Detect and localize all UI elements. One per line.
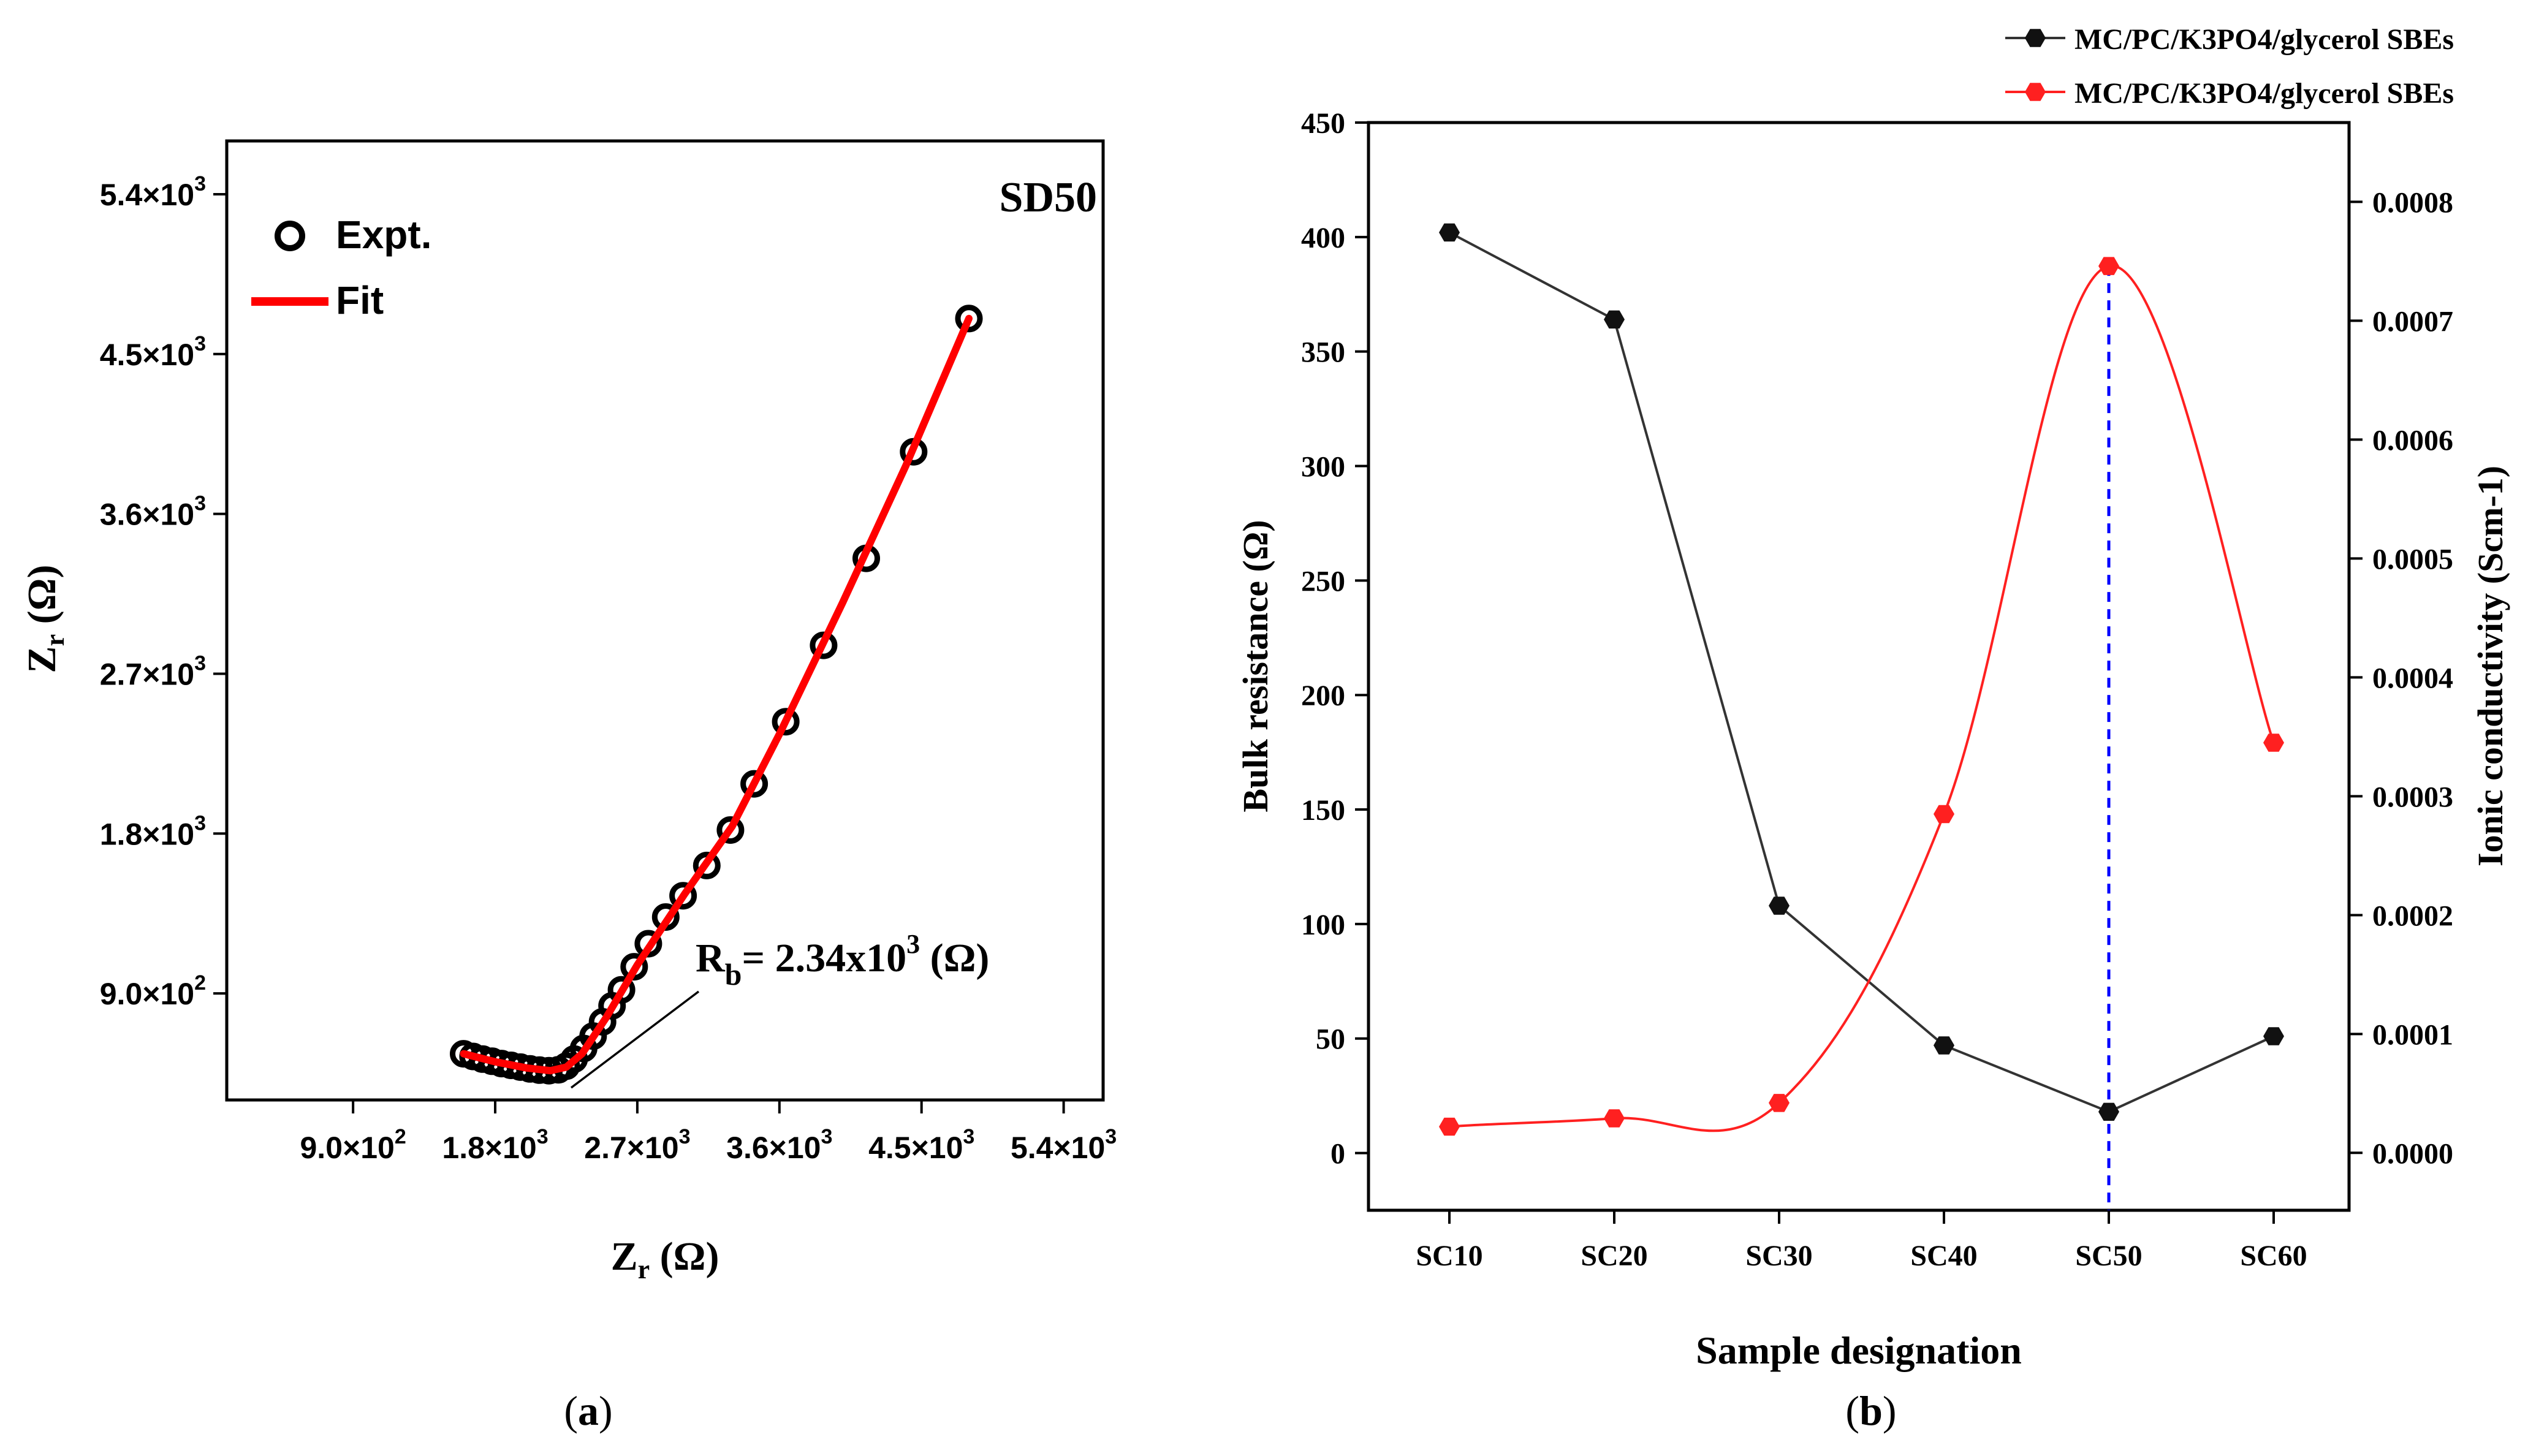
panel-b-right-y-tick-label: 0.0006 <box>2372 424 2453 457</box>
legend-expt-marker <box>275 221 305 251</box>
panel-b-right-y-tick-label: 0.0001 <box>2372 1018 2453 1051</box>
panel-b-right-y-tick-label: 0.0000 <box>2372 1137 2453 1170</box>
expt-data-point <box>716 816 745 844</box>
panel-b-left-y-tick-label: 400 <box>1301 222 1345 254</box>
panel-b-left-y-tick-label: 450 <box>1301 107 1345 140</box>
panel-b-left-y-tick-label: 200 <box>1301 680 1345 712</box>
panel-b-right-y-tick-label: 0.0005 <box>2372 543 2453 575</box>
panel-b-left-y-tick-label: 100 <box>1301 909 1345 941</box>
resistance-data-point <box>1769 897 1790 915</box>
expt-data-point <box>607 976 636 1004</box>
panel-a-y-tick-label: 1.8×103 <box>100 811 206 851</box>
panel-b-left-y-ticks: 0 50 100 150 200 250 300 350 400 450 <box>1301 107 1368 1170</box>
fit-line <box>460 314 973 1075</box>
panel-a-x-tick-label: 5.4×103 <box>1011 1125 1117 1165</box>
rb-annotation-pointer <box>570 990 700 1089</box>
conductivity-data-point <box>2263 734 2284 752</box>
expt-data-point <box>740 770 769 798</box>
panel-b-x-tick-label: SC20 <box>1581 1240 1647 1272</box>
conductivity-data-point <box>1604 1109 1625 1128</box>
panel-a-x-tick-label: 4.5×103 <box>868 1125 974 1165</box>
panel-b-caption: (b) <box>1845 1387 1896 1434</box>
expt-data-point <box>955 305 983 333</box>
panel-b-left-y-tick-label: 0 <box>1330 1138 1345 1170</box>
panel-b-plot-frame <box>1367 121 2351 1212</box>
expt-data-point <box>669 882 697 910</box>
conductivity-data-point <box>1934 805 1954 824</box>
panel-b: SC10 SC20 SC30 SC40 SC50 SC60 0 50 100 150 200 250… <box>1236 23 2510 1434</box>
panel-b-x-axis-label: Sample designation <box>1696 1329 2022 1372</box>
panel-b-plot-area <box>1439 223 2284 1210</box>
expt-data-point <box>772 708 800 736</box>
conductivity-data-point <box>1769 1094 1790 1112</box>
panel-b-left-y-tick-label: 150 <box>1301 794 1345 827</box>
panel-b-legend: MC/PC/K3PO4/glycerol SBEs MC/PC/K3PO4/gl… <box>2005 23 2454 110</box>
expt-data-point <box>620 953 648 981</box>
panel-a-y-tick-label: 3.6×103 <box>100 492 206 532</box>
resistance-data-point <box>1439 223 1460 242</box>
panel-a-x-ticks: 9.0×102 1.8×103 2.7×103 3.6×103 4.5×103 5.4×1… <box>300 1100 1117 1165</box>
panel-a-y-tick-label: 5.4×103 <box>100 172 206 212</box>
panel-a-plot-area <box>450 305 983 1085</box>
resistance-data-point <box>2098 1102 2119 1121</box>
panel-b-right-y-tick-label: 0.0008 <box>2372 186 2453 219</box>
resistance-data-point <box>1934 1036 1954 1055</box>
panel-a-x-axis-label: Zr (Ω) <box>611 1234 719 1284</box>
legend-fit-label: Fit <box>336 278 384 322</box>
panel-b-right-y-axis-label: Ionic conductivity (Scm-1) <box>2470 466 2510 866</box>
legend-conductivity-label: MC/PC/K3PO4/glycerol SBEs <box>2074 77 2454 110</box>
panel-b-right-y-tick-label: 0.0004 <box>2372 662 2453 694</box>
resistance-series-line <box>1449 231 2274 1113</box>
rb-annotation: Rb= 2.34x103 (Ω) <box>696 929 989 992</box>
panel-b-x-tick-label: SC30 <box>1745 1240 1812 1272</box>
expt-data-point <box>693 851 721 879</box>
panel-a-x-tick-label: 9.0×102 <box>300 1125 406 1165</box>
panel-b-x-ticks: SC10 SC20 SC30 SC40 SC50 SC60 <box>1416 1210 2307 1272</box>
panel-a-x-tick-label: 3.6×103 <box>726 1125 832 1165</box>
panel-b-right-y-tick-label: 0.0003 <box>2372 781 2453 813</box>
panel-b-left-y-tick-label: 50 <box>1316 1023 1345 1056</box>
panel-b-right-y-tick-label: 0.0002 <box>2372 900 2453 932</box>
legend-resistance-label: MC/PC/K3PO4/glycerol SBEs <box>2074 23 2454 56</box>
conductivity-data-point <box>2098 257 2119 275</box>
panel-b-x-tick-label: SC10 <box>1416 1240 1482 1272</box>
panel-b-left-y-tick-label: 350 <box>1301 336 1345 369</box>
panel-a-y-tick-label: 9.0×102 <box>100 971 206 1011</box>
conductivity-series-line <box>1449 265 2275 1132</box>
panel-a-y-ticks: 9.0×102 1.8×103 2.7×103 3.6×103 4.5×103 5.4×1… <box>100 172 227 1011</box>
panel-b-x-tick-label: SC50 <box>2075 1240 2142 1272</box>
panel-b-x-tick-label: SC60 <box>2240 1240 2307 1272</box>
panel-a: 9.0×102 1.8×103 2.7×103 3.6×103 4.5×103 5.4×1… <box>20 139 1117 1434</box>
panel-b-right-y-tick-label: 0.0007 <box>2372 305 2453 338</box>
conductivity-data-point <box>1439 1117 1460 1136</box>
legend-resistance-marker <box>2025 29 2046 47</box>
panel-b-x-tick-label: SC40 <box>1910 1240 1977 1272</box>
resistance-data-point <box>1604 310 1625 329</box>
panel-a-caption: (a) <box>564 1387 612 1434</box>
panel-b-right-y-ticks: 0.0000 0.0001 0.0002 0.0003 0.0004 0.0005 0.00… <box>2349 186 2453 1170</box>
panel-b-left-y-axis-label: Bulk resistance (Ω) <box>1236 520 1275 812</box>
panel-a-plot-frame <box>225 139 1105 1102</box>
panel-a-y-axis-label: Zr (Ω) <box>20 565 70 673</box>
panel-a-y-tick-label: 2.7×103 <box>100 651 206 691</box>
panel-b-left-y-tick-label: 300 <box>1301 451 1345 483</box>
panel-a-title: SD50 <box>1000 174 1097 221</box>
panel-a-x-tick-label: 1.8×103 <box>442 1125 548 1165</box>
resistance-data-point <box>2263 1027 2284 1045</box>
legend-conductivity-marker <box>2025 83 2046 101</box>
panel-b-left-y-tick-label: 250 <box>1301 565 1345 597</box>
panel-a-y-tick-label: 4.5×103 <box>100 332 206 372</box>
legend-expt-label: Expt. <box>336 213 431 257</box>
panel-a-x-tick-label: 2.7×103 <box>584 1125 690 1165</box>
panel-a-legend: Expt. Fit <box>251 213 431 322</box>
